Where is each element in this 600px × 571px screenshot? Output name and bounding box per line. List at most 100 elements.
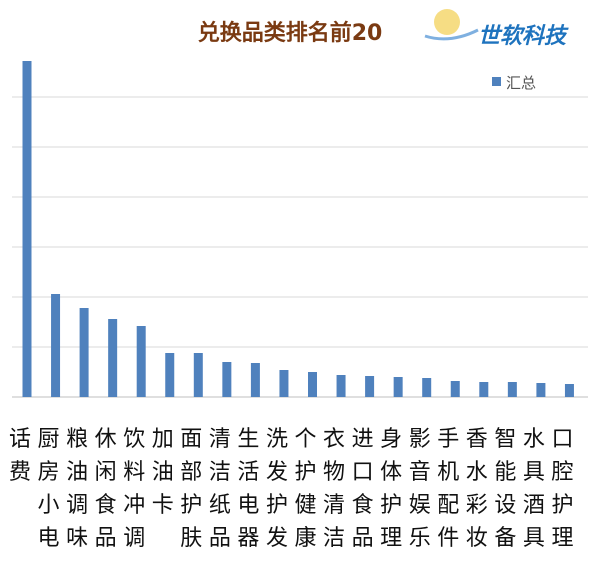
category-label-char: 加 <box>152 427 174 452</box>
category-label-char: 体 <box>380 460 402 485</box>
category-label-char: 件 <box>437 526 459 551</box>
category-label-char: 料 <box>123 460 145 485</box>
category-label-char: 纸 <box>209 493 231 518</box>
category-label-char: 话 <box>9 427 31 452</box>
category-label-char: 腔 <box>551 460 573 485</box>
category-label-char: 房 <box>38 460 60 485</box>
logo-sun-icon <box>434 9 460 35</box>
category-label-char: 器 <box>237 526 259 551</box>
category-label-char: 健 <box>294 493 316 518</box>
category-label-char: 理 <box>380 526 402 551</box>
category-label-char: 护 <box>266 493 288 518</box>
category-label-char: 妆 <box>466 526 488 551</box>
category-label-char: 调 <box>123 526 145 551</box>
category-label-char: 品 <box>209 526 231 551</box>
category-label-char: 理 <box>551 526 573 551</box>
category-label-char: 粮 <box>66 427 88 452</box>
category-label-char: 休 <box>95 427 117 452</box>
category-label-char: 闲 <box>95 460 117 485</box>
category-label-char: 智 <box>494 427 516 452</box>
category-label-char: 护 <box>180 493 202 518</box>
category-label-char: 味 <box>66 526 88 551</box>
bar <box>393 377 403 397</box>
bar <box>365 376 375 397</box>
category-label-char: 酒 <box>523 493 545 518</box>
category-label-char: 小 <box>38 493 60 518</box>
category-label-char: 活 <box>237 460 259 485</box>
category-label-char: 食 <box>352 493 374 518</box>
category-label-char: 清 <box>209 427 231 452</box>
bar <box>22 61 32 397</box>
category-label-char: 饮 <box>123 427 145 452</box>
category-label-char: 身 <box>380 427 402 452</box>
category-label-char: 设 <box>494 493 516 518</box>
category-label-char: 洗 <box>266 427 288 452</box>
bar <box>279 370 289 397</box>
category-label-char: 口 <box>352 460 374 485</box>
category-label-char: 部 <box>180 460 202 485</box>
category-label-char: 彩 <box>466 493 488 518</box>
bar <box>79 308 89 397</box>
category-label-char: 护 <box>380 493 402 518</box>
legend-swatch <box>492 77 501 86</box>
category-label-char: 水 <box>466 460 488 485</box>
category-label-char: 衣 <box>323 427 345 452</box>
category-label-char: 康 <box>294 526 316 551</box>
category-label-char: 面 <box>180 427 202 452</box>
bar-series <box>22 61 574 397</box>
category-label-char: 护 <box>294 460 316 485</box>
bar <box>336 375 346 397</box>
category-label-char: 洁 <box>209 460 231 485</box>
category-label-char: 品 <box>352 526 374 551</box>
category-label-char: 具 <box>523 460 545 485</box>
category-label-char: 乐 <box>409 526 431 551</box>
category-label-char: 清 <box>323 493 345 518</box>
category-label-char: 厨 <box>38 427 60 452</box>
bar <box>51 294 61 397</box>
category-label-char: 电 <box>38 526 60 551</box>
category-label-char: 油 <box>66 460 88 485</box>
logo-swoosh-icon <box>424 28 479 41</box>
bar <box>422 378 432 397</box>
category-label-char: 物 <box>323 460 345 485</box>
category-label-char: 调 <box>66 493 88 518</box>
bar <box>193 353 203 397</box>
category-label-char: 口 <box>551 427 573 452</box>
category-label-char: 费 <box>9 460 31 485</box>
category-label-char: 肤 <box>180 526 202 551</box>
category-label-char: 手 <box>437 427 459 452</box>
bar <box>308 372 317 397</box>
category-label-char: 洁 <box>323 526 345 551</box>
category-label-char: 娱 <box>409 493 431 518</box>
category-label-char: 具 <box>523 526 545 551</box>
category-label-char: 音 <box>409 460 431 485</box>
bar <box>564 384 574 397</box>
category-label-char: 品 <box>95 526 117 551</box>
category-label-char: 香 <box>466 427 488 452</box>
legend-label: 汇总 <box>506 74 536 92</box>
bar <box>108 319 118 397</box>
legend: 汇总 <box>492 74 536 92</box>
category-label-char: 个 <box>294 427 316 452</box>
gridlines <box>12 96 588 398</box>
category-label-char: 水 <box>523 427 545 452</box>
brand-logo: 世软科技 <box>424 9 569 49</box>
bar <box>450 381 460 397</box>
category-label-char: 卡 <box>152 493 174 518</box>
bar <box>136 326 146 397</box>
category-label-char: 影 <box>409 427 431 452</box>
bar <box>479 382 489 397</box>
category-label-char: 油 <box>152 460 174 485</box>
bar <box>250 363 260 397</box>
category-label-char: 冲 <box>123 493 145 518</box>
bar <box>222 362 232 397</box>
category-label-char: 机 <box>437 460 459 485</box>
category-label-char: 配 <box>437 493 459 518</box>
category-label-char: 能 <box>494 460 516 485</box>
category-label-char: 食 <box>95 493 117 518</box>
category-label-char: 进 <box>352 427 374 452</box>
category-labels: 话厨粮休饮加面清生洗个衣进身影手香智水口费房油闲料油部洁活发护物口体音机水能具腔… <box>9 427 573 551</box>
category-label-char: 生 <box>237 427 259 452</box>
category-label-char: 发 <box>266 526 288 551</box>
